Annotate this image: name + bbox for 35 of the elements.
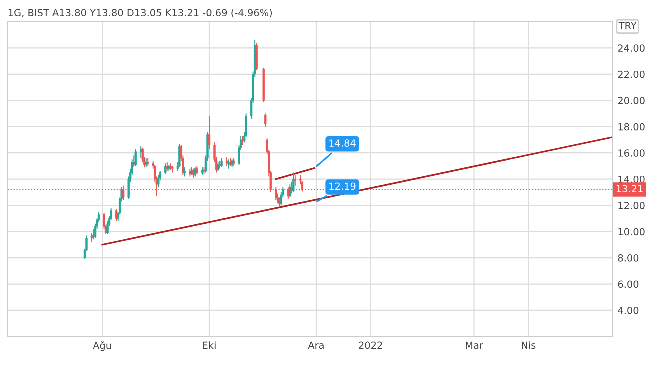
y-tick-label: 14.00 — [618, 176, 645, 184]
candlestick — [228, 159, 230, 170]
y-tick-label: 18.00 — [618, 123, 645, 131]
y-tick-label: 6.00 — [618, 280, 639, 288]
annotation: 12.19 — [330, 182, 356, 190]
ref-line-label: 13.21 — [616, 185, 643, 193]
chart-title: 1G, BIST A13.80 Y13.80 D13.05 K13.21 -0.69 (-4.96%) — [8, 9, 272, 18]
x-tick-label: Ağu — [93, 342, 112, 352]
y-tick-label: 24.00 — [618, 44, 645, 52]
candlestick — [164, 163, 167, 175]
x-tick-label: Mar — [466, 342, 484, 350]
candlestick — [242, 136, 244, 146]
y-tick-label: 12.00 — [618, 202, 645, 210]
y-tick-label: 22.00 — [618, 70, 645, 78]
candlestick — [256, 42, 258, 71]
y-tick-label: 10.00 — [618, 228, 645, 236]
candlestick — [158, 174, 160, 188]
y-tick-label: 20.00 — [618, 97, 645, 104]
x-tick-label: Ara — [308, 342, 324, 350]
candlestick — [192, 168, 195, 179]
candlestick — [264, 113, 267, 128]
x-tick-label: Eki — [203, 342, 216, 349]
y-axis-title: TRY — [618, 22, 637, 30]
annotation: 14.84 — [330, 140, 356, 147]
candlestick — [226, 156, 228, 167]
candlestick — [166, 162, 168, 172]
y-tick-label: 8.00 — [618, 254, 639, 262]
candlestick — [184, 167, 186, 178]
y-tick-label: 4.00 — [618, 306, 639, 314]
y-tick-label: 16.00 — [618, 150, 645, 157]
candlestick — [294, 174, 297, 186]
x-tick-label: 2022 — [359, 342, 382, 350]
x-tick-label: Nis — [522, 342, 536, 350]
candlestick — [92, 228, 95, 240]
candlestick — [208, 116, 211, 150]
